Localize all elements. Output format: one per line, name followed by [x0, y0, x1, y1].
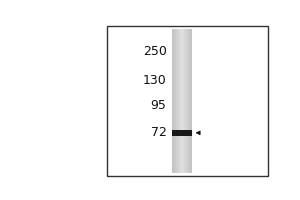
Bar — [180, 29, 181, 173]
Bar — [175, 29, 176, 173]
Bar — [190, 29, 191, 173]
Bar — [183, 29, 184, 173]
Bar — [178, 29, 179, 173]
Bar — [177, 29, 178, 173]
Bar — [107, 26, 268, 176]
Bar — [173, 29, 174, 173]
Bar — [172, 29, 173, 173]
Bar — [174, 29, 175, 173]
Bar — [176, 29, 177, 173]
Bar — [172, 130, 191, 136]
Bar — [181, 29, 182, 173]
Text: 72: 72 — [151, 126, 166, 139]
Bar — [179, 29, 180, 173]
Bar — [189, 29, 190, 173]
Text: 130: 130 — [143, 74, 166, 87]
Bar — [188, 29, 189, 173]
Text: 95: 95 — [151, 99, 166, 112]
Text: 250: 250 — [143, 45, 166, 58]
Bar — [184, 29, 186, 173]
Bar — [182, 29, 183, 173]
Bar — [187, 29, 188, 173]
Bar — [186, 29, 187, 173]
